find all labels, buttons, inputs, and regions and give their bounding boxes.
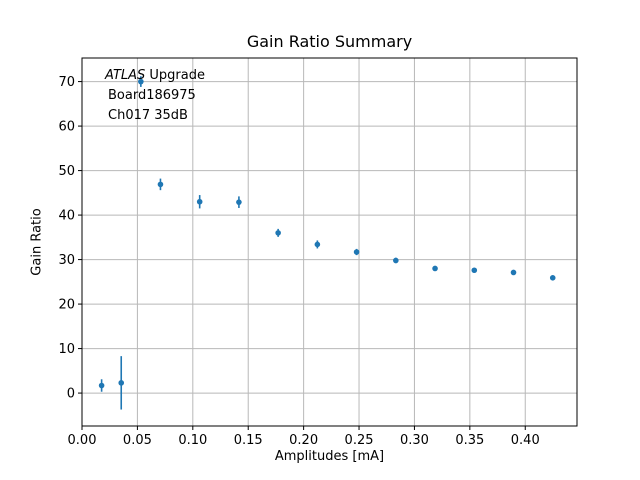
data-point <box>118 380 125 386</box>
annotation-line-experiment: ATLAS Upgrade <box>105 66 205 86</box>
data-point <box>314 241 321 248</box>
data-point <box>98 382 105 389</box>
x-tick-label: 0.25 <box>345 433 374 448</box>
experiment-suffix: Upgrade <box>145 68 205 83</box>
data-point <box>471 267 478 274</box>
x-axis-label: Amplitudes [mA] <box>274 449 385 464</box>
data-point <box>353 249 360 255</box>
annotation-block: ATLAS Upgrade Board186975 Ch017 35dB <box>105 66 205 126</box>
y-tick-label: 50 <box>58 164 75 179</box>
data-point <box>393 257 399 264</box>
annotation-line-channel: Ch017 35dB <box>108 108 188 123</box>
x-tick-label: 0.20 <box>289 433 318 448</box>
annotation-line-board: Board186975 <box>108 88 196 103</box>
y-tick-label: 60 <box>58 120 75 135</box>
x-tick-label: 0.05 <box>123 433 152 448</box>
data-point <box>549 275 556 281</box>
x-tick-label: 0.15 <box>234 433 263 448</box>
chart-title: Gain Ratio Summary <box>246 32 413 51</box>
y-tick-label: 20 <box>58 298 75 313</box>
data-point <box>275 230 281 236</box>
y-tick-label: 0 <box>67 387 75 402</box>
data-point <box>510 269 517 276</box>
data-point <box>138 78 144 85</box>
data-point <box>236 199 242 205</box>
x-tick-label: 0.10 <box>178 433 207 448</box>
x-tick-label: 0.40 <box>511 433 540 448</box>
y-tick-label: 70 <box>58 75 75 90</box>
x-tick-label: 0.00 <box>68 433 97 448</box>
data-point <box>432 265 438 272</box>
axes-frame <box>81 57 578 427</box>
data-point <box>157 181 164 188</box>
y-tick-label: 10 <box>58 342 75 357</box>
y-tick-label: 30 <box>58 253 75 268</box>
x-tick-label: 0.35 <box>455 433 484 448</box>
x-tick-label: 0.30 <box>400 433 429 448</box>
y-tick-label: 40 <box>58 209 75 224</box>
experiment-name: ATLAS <box>105 68 146 83</box>
y-axis-label: Gain Ratio <box>29 208 45 276</box>
data-point <box>196 198 203 205</box>
